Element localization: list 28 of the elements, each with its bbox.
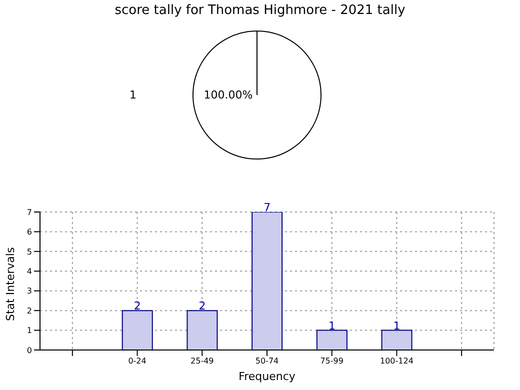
x-tick-label: 25-49	[190, 356, 214, 366]
data-label: 7	[264, 201, 271, 214]
data-label: 1	[393, 319, 400, 332]
bar	[316, 330, 348, 350]
x-tick-label: 0-24	[128, 356, 146, 366]
data-label: 2	[134, 300, 141, 313]
x-tick-label: 50-74	[255, 356, 279, 366]
y-axis-title: Stat Intervals	[4, 247, 17, 321]
data-label: 1	[328, 319, 336, 332]
bar	[186, 310, 218, 350]
chart-title: score tally for Thomas Highmore - 2021 tally	[114, 3, 406, 18]
x-axis-title: Frequency	[238, 370, 296, 383]
y-tick-label: 4	[26, 266, 32, 276]
y-tick-label: 0	[26, 346, 32, 355]
bar	[381, 330, 412, 350]
data-label: 100.00%	[204, 88, 253, 102]
bar	[252, 212, 283, 350]
x-tick-label: 100-124	[380, 356, 414, 366]
slice-label: 1	[130, 88, 136, 102]
bar	[122, 310, 153, 350]
data-label: 2	[198, 300, 206, 313]
y-tick-label: 3	[26, 286, 32, 296]
y-tick-label: 7	[26, 208, 32, 217]
y-tick-label: 2	[26, 306, 32, 316]
y-tick-label: 6	[26, 228, 32, 237]
x-tick-label: 75-99	[320, 356, 344, 366]
y-tick-label: 1	[26, 326, 32, 336]
y-tick-label: 5	[26, 247, 32, 256]
